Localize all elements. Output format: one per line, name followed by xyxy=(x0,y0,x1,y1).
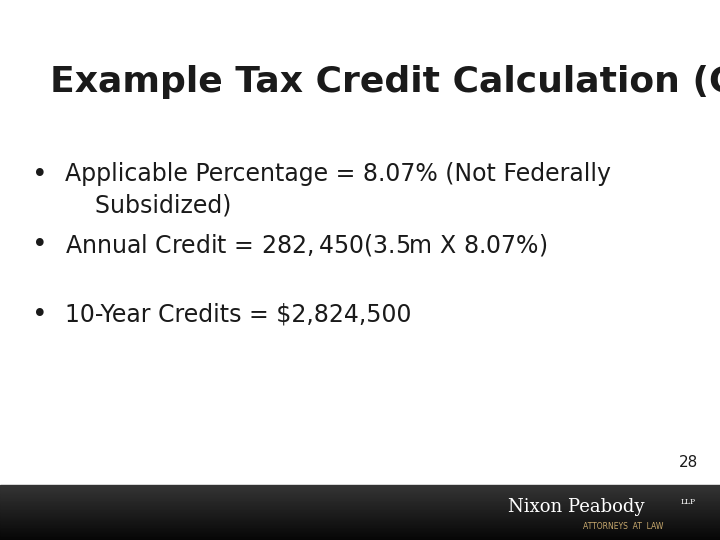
Bar xyxy=(0,523,720,525)
Text: Applicable Percentage = 8.07% (Not Federally
    Subsidized): Applicable Percentage = 8.07% (Not Feder… xyxy=(65,162,611,218)
Bar xyxy=(0,530,720,532)
Bar xyxy=(0,514,720,515)
Bar xyxy=(0,533,720,535)
Bar xyxy=(0,499,720,501)
Bar xyxy=(0,515,720,517)
Bar xyxy=(0,490,720,491)
Bar xyxy=(0,538,720,539)
Bar xyxy=(0,538,720,540)
Text: Example Tax Credit Calculation (Cont’d): Example Tax Credit Calculation (Cont’d) xyxy=(50,65,720,99)
Bar xyxy=(0,511,720,512)
Bar xyxy=(0,519,720,521)
Bar xyxy=(0,485,720,487)
Bar xyxy=(0,495,720,497)
Bar xyxy=(0,527,720,528)
Text: LLP: LLP xyxy=(680,498,696,506)
Bar xyxy=(0,518,720,519)
Bar xyxy=(0,516,720,517)
Bar xyxy=(0,507,720,509)
Text: Annual Credit = $282,450 ($3.5m X 8.07%): Annual Credit = $282,450 ($3.5m X 8.07%) xyxy=(65,232,547,258)
Bar xyxy=(0,501,720,502)
Bar xyxy=(0,508,720,509)
Bar xyxy=(0,522,720,523)
Bar xyxy=(0,517,720,518)
Bar xyxy=(0,506,720,508)
Bar xyxy=(0,498,720,500)
Bar xyxy=(0,505,720,507)
Text: ATTORNEYS  AT  LAW: ATTORNEYS AT LAW xyxy=(582,522,663,531)
Bar xyxy=(0,529,720,530)
Bar xyxy=(0,536,720,537)
Bar xyxy=(0,495,720,496)
Bar xyxy=(0,514,720,516)
Text: 10-Year Credits = $2,824,500: 10-Year Credits = $2,824,500 xyxy=(65,302,411,326)
Text: 28: 28 xyxy=(679,455,698,470)
Bar xyxy=(0,537,720,538)
Text: •: • xyxy=(32,232,48,258)
Bar xyxy=(0,488,720,490)
Bar xyxy=(0,491,720,492)
Bar xyxy=(0,496,720,498)
Bar xyxy=(0,503,720,504)
Text: Nixon Peabody: Nixon Peabody xyxy=(508,497,644,516)
Bar xyxy=(0,535,720,536)
Bar xyxy=(0,512,720,514)
Text: •: • xyxy=(32,302,48,328)
Bar xyxy=(0,500,720,501)
Bar xyxy=(0,522,720,524)
Bar xyxy=(0,530,720,531)
Bar xyxy=(0,534,720,536)
Bar xyxy=(0,504,720,506)
Bar xyxy=(0,526,720,528)
Bar xyxy=(0,525,720,526)
Bar xyxy=(0,503,720,505)
Bar xyxy=(0,487,720,488)
Bar xyxy=(0,497,720,498)
Bar xyxy=(0,519,720,520)
Bar xyxy=(0,492,720,493)
Bar xyxy=(0,494,720,495)
Bar xyxy=(0,532,720,534)
Bar xyxy=(0,511,720,513)
Bar xyxy=(0,487,720,489)
Bar xyxy=(0,509,720,510)
Bar xyxy=(0,489,720,490)
Bar xyxy=(0,524,720,525)
Bar xyxy=(0,492,720,494)
Bar xyxy=(0,531,720,533)
Bar xyxy=(0,510,720,511)
Text: •: • xyxy=(32,162,48,188)
Bar xyxy=(0,502,720,503)
Bar xyxy=(0,521,720,522)
Bar xyxy=(0,528,720,529)
